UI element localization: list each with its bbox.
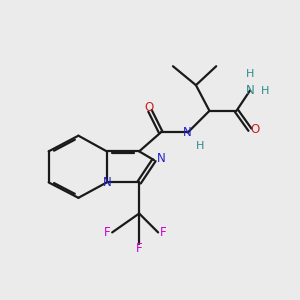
Text: F: F [160,226,166,239]
Text: N: N [103,176,112,189]
Text: O: O [250,123,260,136]
Text: F: F [104,226,111,239]
Text: H: H [246,69,254,79]
Text: O: O [144,101,153,114]
Text: N: N [156,152,165,165]
Text: N: N [246,84,254,97]
Text: H: H [261,85,269,96]
Text: H: H [196,142,204,152]
Text: F: F [136,242,142,255]
Text: N: N [183,126,192,139]
